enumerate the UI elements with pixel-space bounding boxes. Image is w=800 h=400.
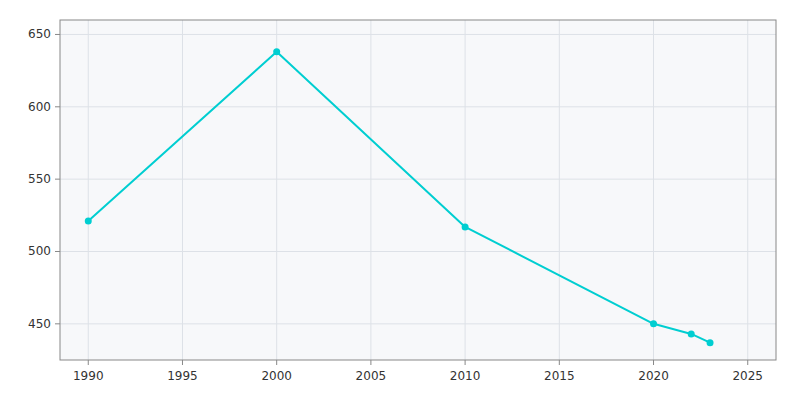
axes: 1990 1995 2000 2005 2010 2015 2020 2025 450 500 55… xyxy=(28,27,763,383)
x-grid-line xyxy=(88,20,89,360)
plot-frame xyxy=(60,20,776,360)
grid xyxy=(60,20,776,360)
chart-container: 1990 1995 2000 2005 2010 2015 2020 2025 450 500 55… xyxy=(0,0,800,400)
y-tick-label: 550 xyxy=(28,172,51,186)
point xyxy=(650,320,657,327)
y-tick-label: 450 xyxy=(28,317,51,331)
data-layer xyxy=(85,48,714,346)
x-tick xyxy=(747,360,748,365)
y-tick xyxy=(55,251,60,252)
y-tick xyxy=(55,179,60,180)
x-grid-line xyxy=(276,20,277,360)
x-grid-line xyxy=(465,20,466,360)
x-tick-label: 2010 xyxy=(450,369,481,383)
x-grid-line xyxy=(747,20,748,360)
y-grid-line xyxy=(60,106,776,107)
x-tick-label: 2000 xyxy=(261,369,292,383)
x-grid-line xyxy=(182,20,183,360)
x-tick xyxy=(88,360,89,365)
point xyxy=(273,48,280,55)
point xyxy=(688,330,695,337)
y-tick xyxy=(55,34,60,35)
y-tick-label: 650 xyxy=(28,27,51,41)
y-grid-line xyxy=(60,179,776,180)
plot-background xyxy=(60,20,776,360)
x-grid-line xyxy=(653,20,654,360)
x-tick xyxy=(276,360,277,365)
x-tick xyxy=(370,360,371,365)
x-tick xyxy=(182,360,183,365)
point xyxy=(707,339,714,346)
point xyxy=(462,223,469,230)
y-grid-line xyxy=(60,323,776,324)
x-grid-line xyxy=(559,20,560,360)
chart-svg: 1990 1995 2000 2005 2010 2015 2020 2025 450 500 55… xyxy=(0,0,800,400)
x-tick xyxy=(465,360,466,365)
y-tick-label: 500 xyxy=(28,244,51,258)
y-tick xyxy=(55,106,60,107)
y-tick xyxy=(55,323,60,324)
x-tick-label: 1995 xyxy=(167,369,198,383)
x-tick-label: 2020 xyxy=(638,369,669,383)
y-grid-line xyxy=(60,34,776,35)
x-tick xyxy=(653,360,654,365)
x-tick xyxy=(559,360,560,365)
y-grid-line xyxy=(60,251,776,252)
point xyxy=(85,218,92,225)
x-tick-label: 2015 xyxy=(544,369,575,383)
line xyxy=(88,52,710,343)
x-tick-label: 2005 xyxy=(356,369,387,383)
x-grid-line xyxy=(370,20,371,360)
x-tick-label: 1990 xyxy=(73,369,104,383)
y-tick-label: 600 xyxy=(28,100,51,114)
x-tick-label: 2025 xyxy=(732,369,763,383)
